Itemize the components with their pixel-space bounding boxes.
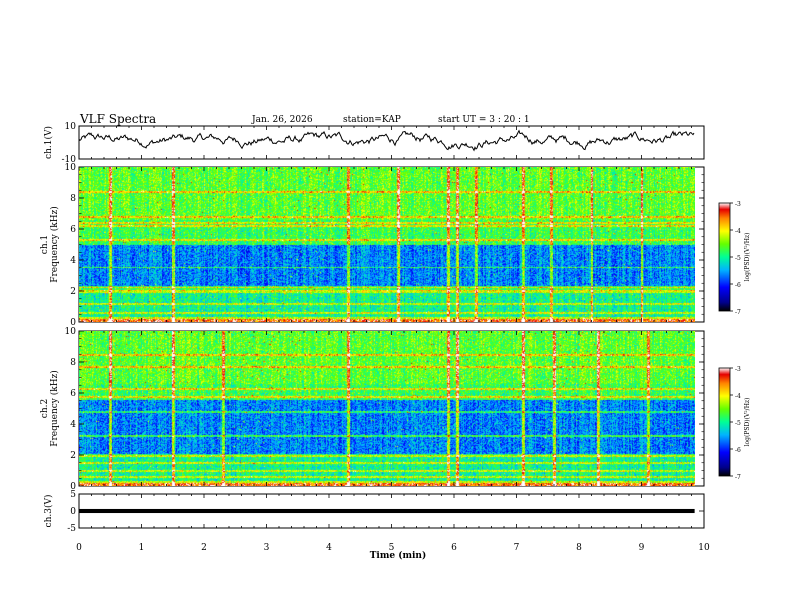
colorbar-tick-label: -4 [735,228,741,235]
x-tick-label: 6 [451,543,457,553]
y-tick-label: 8 [70,194,76,204]
chart-title: VLF Spectra [80,112,157,126]
y-tick-label: 10 [65,327,77,337]
y-tick-label: 8 [70,358,76,368]
y-axis-label: ch.3(V) [43,495,54,528]
y-axis-label: ch.1(V) [43,126,54,159]
y-tick-label: 4 [70,420,76,430]
ch1-voltage-line [78,129,695,152]
colorbar-tick-label: -6 [735,447,741,454]
ch1-colorbar [718,202,731,312]
y-tick-label: 2 [70,287,76,297]
y-tick-label: 0 [70,507,76,517]
colorbar-tick-label: -5 [735,255,741,262]
x-axis-label: Time (min) [370,550,427,561]
colorbar-tick-label: -7 [735,309,741,316]
colorbar-tick-label: -3 [735,366,741,373]
y-axis-label: Frequency (kHz) [49,206,60,283]
station-label: station=KAP [343,115,401,125]
x-tick-label: 10 [698,543,710,553]
colorbar-tick-label: -6 [735,282,741,289]
y-tick-label: 4 [70,256,76,266]
x-tick-label: 3 [264,543,270,553]
start-ut-label: start UT = 3 : 20 : 1 [438,115,530,125]
y-tick-label: 6 [70,389,76,399]
y-tick-label: 10 [65,122,77,132]
x-tick-label: 5 [389,543,395,553]
colorbar-tick-label: -3 [735,201,741,208]
y-tick-label: 0 [70,318,76,328]
colorbar-tick-label: -4 [735,393,741,400]
y-tick-label: 6 [70,225,76,235]
x-tick-label: 8 [576,543,582,553]
y-tick-label: -5 [67,524,76,534]
colorbar-label: log(PSD)(V²/Hz) [744,398,751,447]
x-tick-label: 4 [326,543,332,553]
y-axis-label: Frequency (kHz) [49,370,60,447]
y-tick-label: 5 [70,490,76,500]
ch3-voltage-line [79,508,695,514]
y-tick-label: -10 [62,155,77,165]
ch2-spectrogram-heatmap [79,331,695,486]
colorbar-label: log(PSD)(V²/Hz) [744,233,751,282]
colorbar-tick-label: -5 [735,420,741,427]
x-tick-label: 9 [639,543,645,553]
x-tick-label: 0 [76,543,82,553]
x-tick-label: 7 [514,543,520,553]
y-tick-label: 0 [70,482,76,492]
date-label: Jan. 26, 2026 [252,115,313,125]
y-tick-label: 2 [70,451,76,461]
colorbar-tick-label: -7 [735,474,741,481]
y-tick-label: 10 [65,163,77,173]
y-axis-label-channel: ch.1 [40,235,50,254]
x-tick-label: 1 [139,543,145,553]
y-axis-label-channel: ch.2 [40,399,50,418]
x-tick-label: 2 [201,543,207,553]
ch1-spectrogram-heatmap [79,167,695,322]
ch2-colorbar [718,367,731,477]
